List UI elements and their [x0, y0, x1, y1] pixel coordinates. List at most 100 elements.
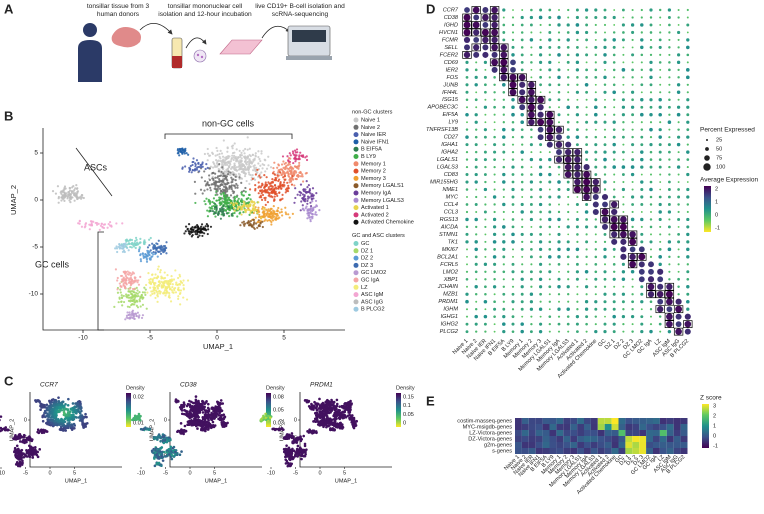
cell-point: [190, 400, 193, 404]
cell-point: [286, 461, 290, 465]
cell-point: [124, 318, 127, 321]
legend-entry: Activated 2: [361, 212, 389, 218]
cell-point: [204, 167, 207, 171]
expression-dot: [530, 31, 533, 34]
cell-point: [299, 439, 303, 443]
cell-point: [308, 216, 311, 219]
cell-point: [290, 183, 294, 186]
cell-point: [226, 161, 229, 164]
cell-point: [225, 194, 228, 197]
cell-point: [82, 426, 85, 429]
cell-point: [204, 401, 208, 404]
cell-point: [213, 413, 216, 417]
cell-point: [54, 192, 58, 195]
cell-point: [230, 184, 234, 187]
expression-dot: [512, 9, 514, 11]
cell-point: [255, 166, 258, 169]
cell-point: [305, 158, 309, 162]
cell-point: [257, 219, 260, 222]
cell-point: [354, 424, 358, 427]
cell-point: [285, 433, 289, 436]
cell-point: [97, 222, 100, 225]
cell-point: [61, 400, 64, 404]
cell-point: [233, 142, 236, 145]
cell-point: [143, 255, 146, 258]
expression-dot: [529, 38, 534, 42]
expression-dot: [668, 31, 671, 34]
cell-point: [265, 414, 269, 418]
cell-point: [206, 182, 209, 185]
cell-point: [165, 288, 168, 291]
cell-point: [157, 265, 160, 268]
cell-point: [230, 187, 233, 191]
cell-point: [21, 461, 24, 464]
cell-point: [294, 187, 297, 190]
expression-dot: [686, 61, 689, 64]
cell-point: [128, 311, 131, 314]
expression-dot: [585, 16, 588, 19]
cell-point: [131, 294, 134, 297]
cell-point: [310, 197, 313, 200]
expression-dot: [548, 45, 552, 49]
cell-point: [326, 421, 330, 425]
cell-point: [260, 152, 263, 155]
cell-point: [265, 191, 268, 194]
legend-tick: 0.15: [403, 394, 414, 400]
cell-point: [298, 446, 302, 449]
cell-point: [132, 298, 136, 301]
cell-point: [219, 159, 222, 163]
cell-point: [189, 405, 192, 409]
cell-point: [14, 454, 17, 457]
cell-point: [304, 449, 307, 452]
cell-point: [174, 398, 178, 401]
cell-point: [159, 436, 163, 440]
expression-dot: [481, 28, 489, 36]
cell-point: [260, 216, 263, 219]
cell-point: [53, 403, 56, 407]
cell-point: [297, 436, 301, 439]
cell-point: [78, 219, 81, 222]
cell-point: [196, 227, 199, 231]
umap-points: [51, 136, 321, 321]
cell-point: [284, 165, 287, 168]
cell-point: [134, 236, 138, 239]
cell-point: [233, 203, 236, 207]
cell-point: [148, 238, 151, 241]
cell-point: [63, 417, 67, 421]
expression-dot: [585, 30, 589, 35]
expression-dot: [539, 8, 543, 12]
cell-point: [100, 222, 103, 225]
cell-point: [315, 431, 318, 435]
cell-point: [218, 152, 221, 156]
cell-point: [120, 296, 124, 300]
cell-point: [223, 160, 226, 163]
cell-point: [330, 400, 334, 403]
cell-point: [226, 150, 229, 153]
x-tick-label: -5: [23, 470, 28, 476]
cell-point: [144, 293, 147, 296]
highlight-box: [471, 21, 481, 29]
cell-point: [277, 171, 280, 174]
expression-dot: [631, 38, 634, 42]
cell-point: [157, 463, 160, 466]
cell-point: [4, 426, 8, 429]
cell-point: [227, 205, 230, 208]
expression-dot: [538, 53, 543, 57]
cell-point: [240, 208, 244, 211]
cell-point: [249, 165, 252, 168]
cell-point: [179, 291, 182, 295]
cell-point: [249, 209, 252, 212]
cell-point: [44, 411, 47, 414]
cell-point: [204, 422, 207, 425]
cell-point: [157, 239, 160, 242]
cell-point: [290, 451, 294, 455]
cell-point: [200, 402, 204, 406]
cell-point: [60, 408, 64, 412]
cell-point: [60, 420, 64, 423]
cell-point: [211, 171, 215, 175]
x-tick-label: -5: [147, 335, 153, 342]
cell-point: [219, 217, 222, 220]
expression-dot: [566, 38, 570, 42]
cell-point: [233, 162, 236, 165]
cell-point: [132, 316, 135, 319]
